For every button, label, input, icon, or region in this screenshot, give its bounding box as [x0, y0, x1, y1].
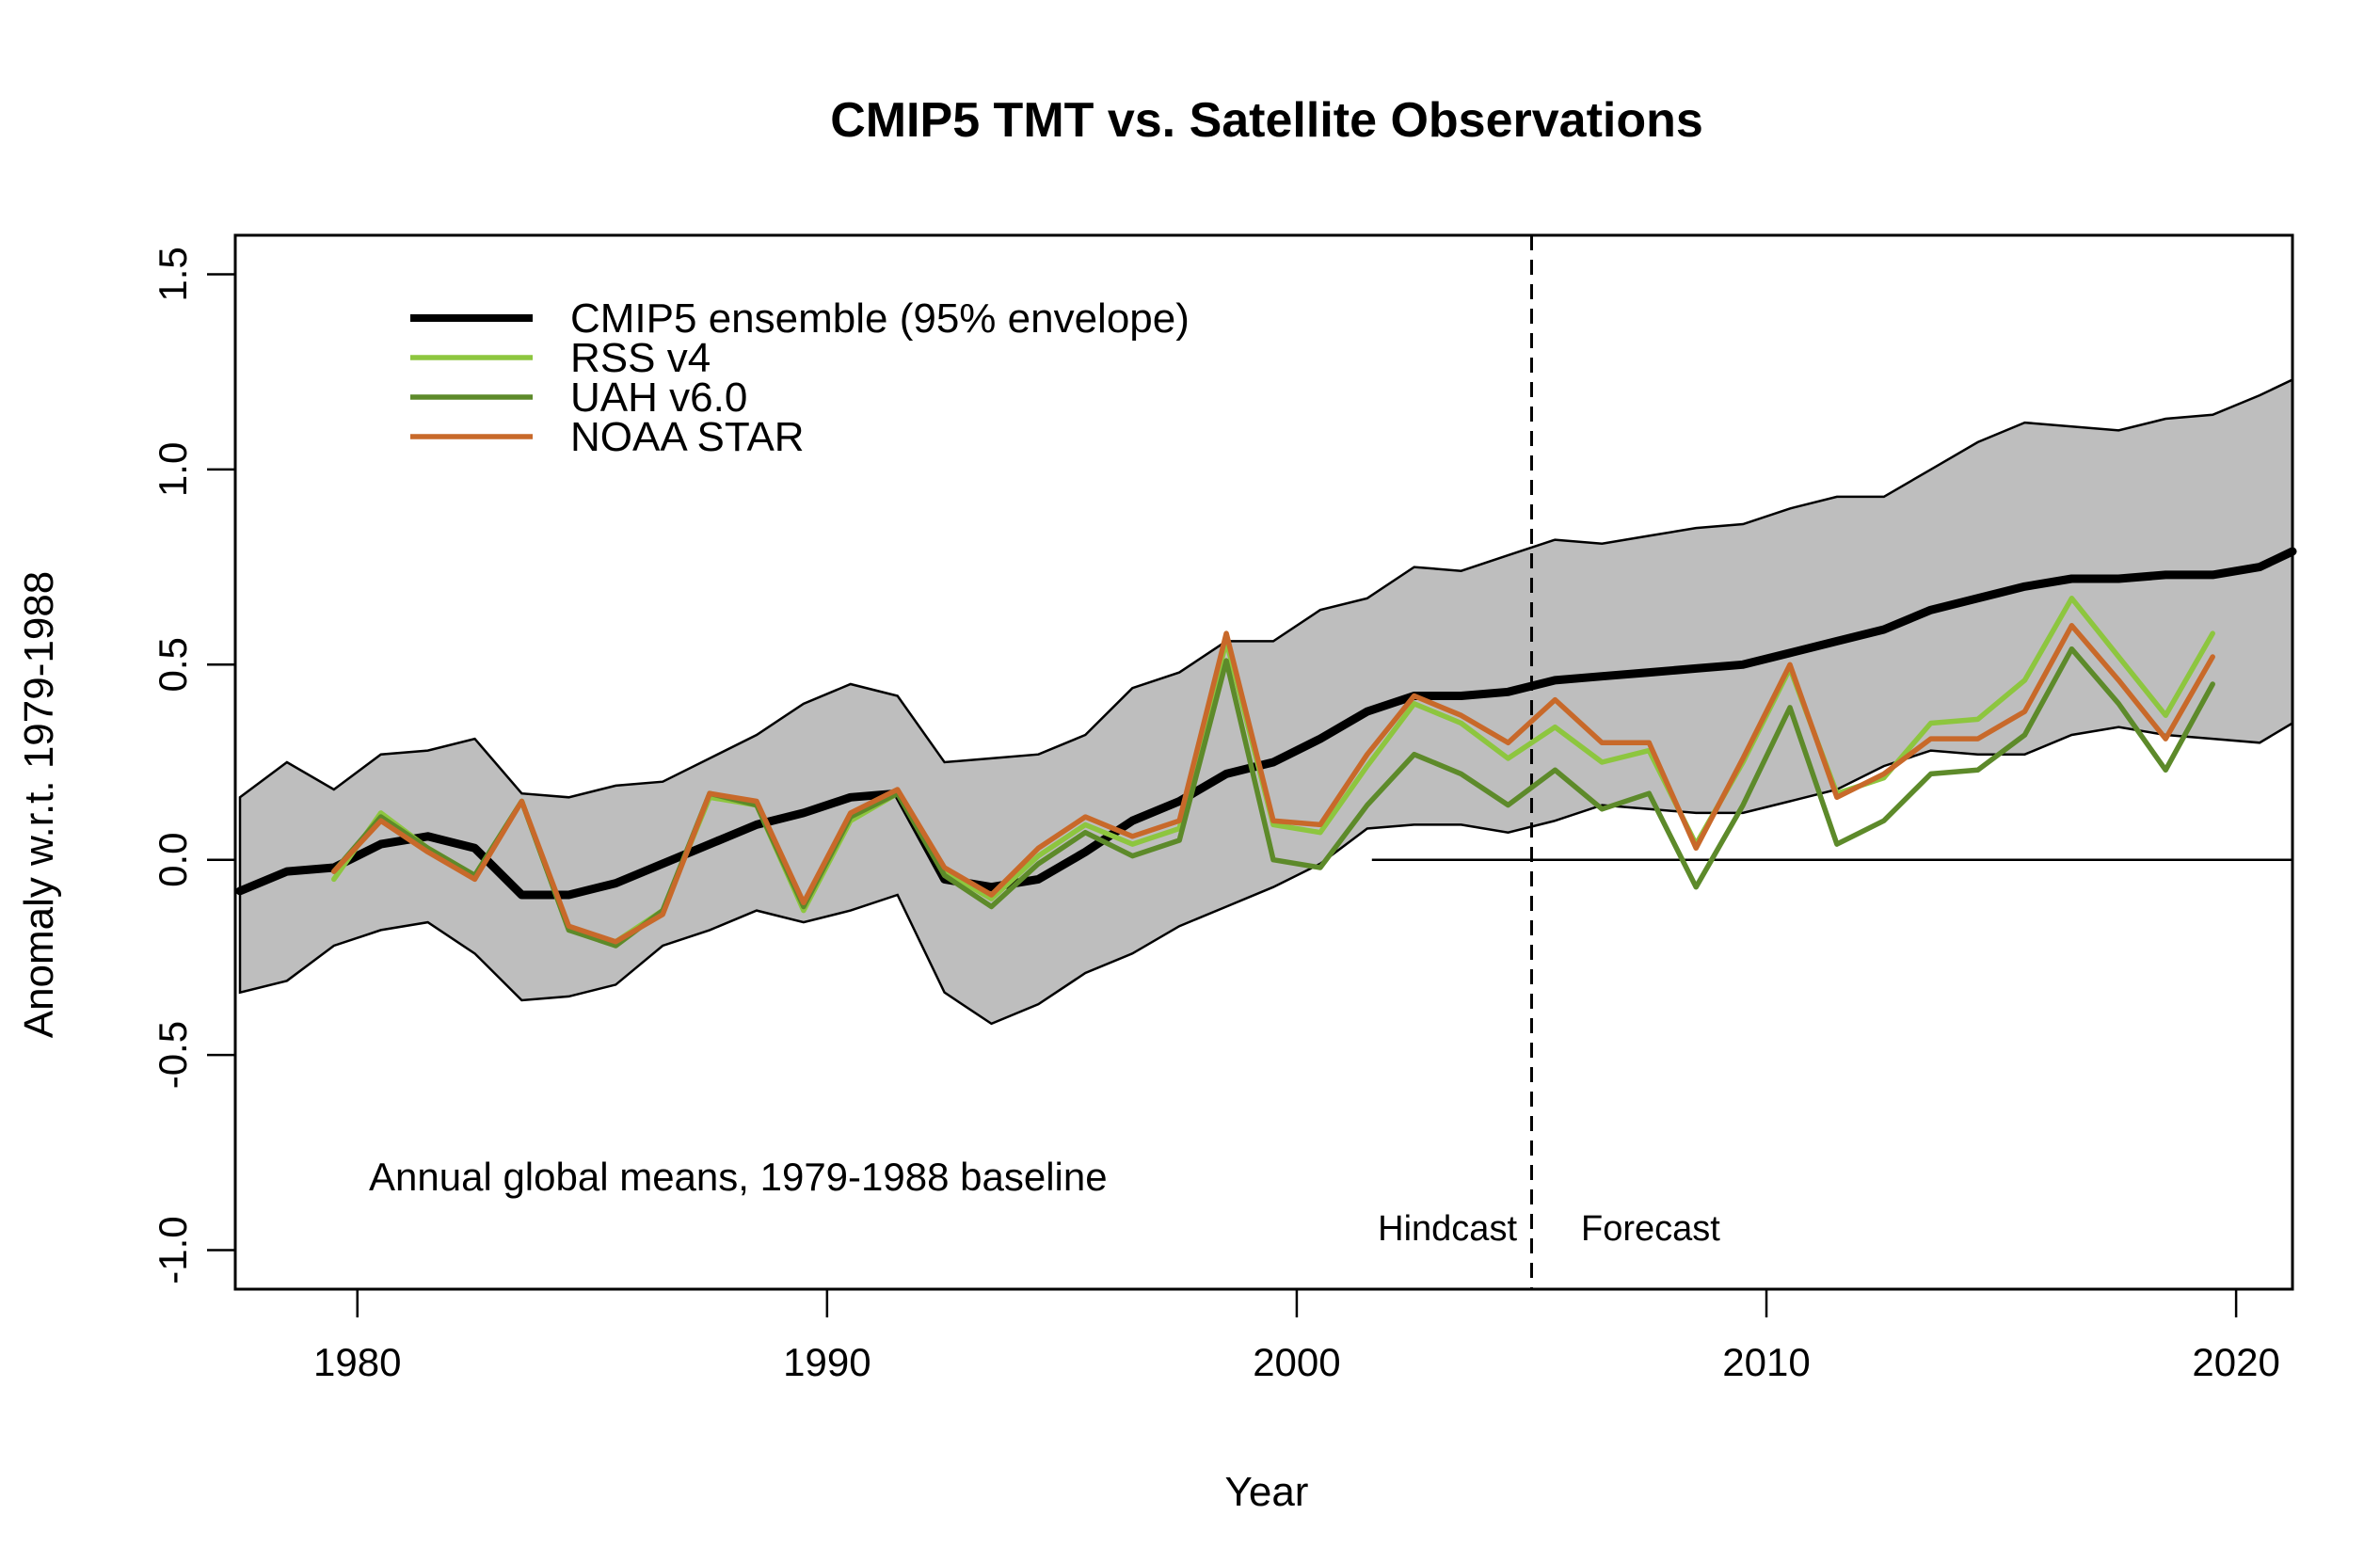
- y-axis: -1.0 -0.5 0.0 0.5 1.0 1.5: [151, 247, 237, 1284]
- x-tick-label: 1990: [783, 1340, 871, 1384]
- plot-area: [233, 233, 2297, 1291]
- x-tick-label: 2020: [2192, 1340, 2279, 1384]
- y-tick-label: 0.5: [151, 637, 195, 692]
- y-tick-label: -0.5: [151, 1021, 195, 1089]
- series-line-noaa-star: [331, 623, 2215, 945]
- x-axis-title: Year: [1225, 1469, 1309, 1515]
- y-tick-label: 1.0: [151, 442, 195, 497]
- chart-title: CMIP5 TMT vs. Satellite Observations: [830, 93, 1703, 148]
- x-tick-label: 2010: [1722, 1340, 1810, 1384]
- y-tick-label: -1.0: [151, 1216, 195, 1284]
- y-tick-label: 1.5: [151, 247, 195, 301]
- y-axis-title: Anomaly w.r.t. 1979-1988: [16, 571, 62, 1039]
- legend-label: RSS v4: [570, 335, 711, 381]
- baseline-annotation: Annual global means, 1979-1988 baseline: [369, 1155, 1108, 1199]
- legend-label: CMIP5 ensemble (95% envelope): [570, 295, 1190, 342]
- x-axis: 1980 1990 2000 2010 2020: [313, 1287, 2280, 1384]
- forecast-label: Forecast: [1581, 1209, 1720, 1249]
- series-layer: [235, 547, 2297, 949]
- y-tick-label: 0.0: [151, 833, 195, 887]
- legend-label: UAH v6.0: [570, 375, 747, 421]
- series-line-cmip5-ensemble-95-envelope: [235, 547, 2297, 900]
- hindcast-label: Hindcast: [1378, 1209, 1517, 1249]
- x-tick-label: 1980: [313, 1340, 401, 1384]
- envelope-band: [238, 377, 2294, 1026]
- x-tick-label: 2000: [1253, 1340, 1340, 1384]
- legend-label: NOAA STAR: [570, 414, 805, 460]
